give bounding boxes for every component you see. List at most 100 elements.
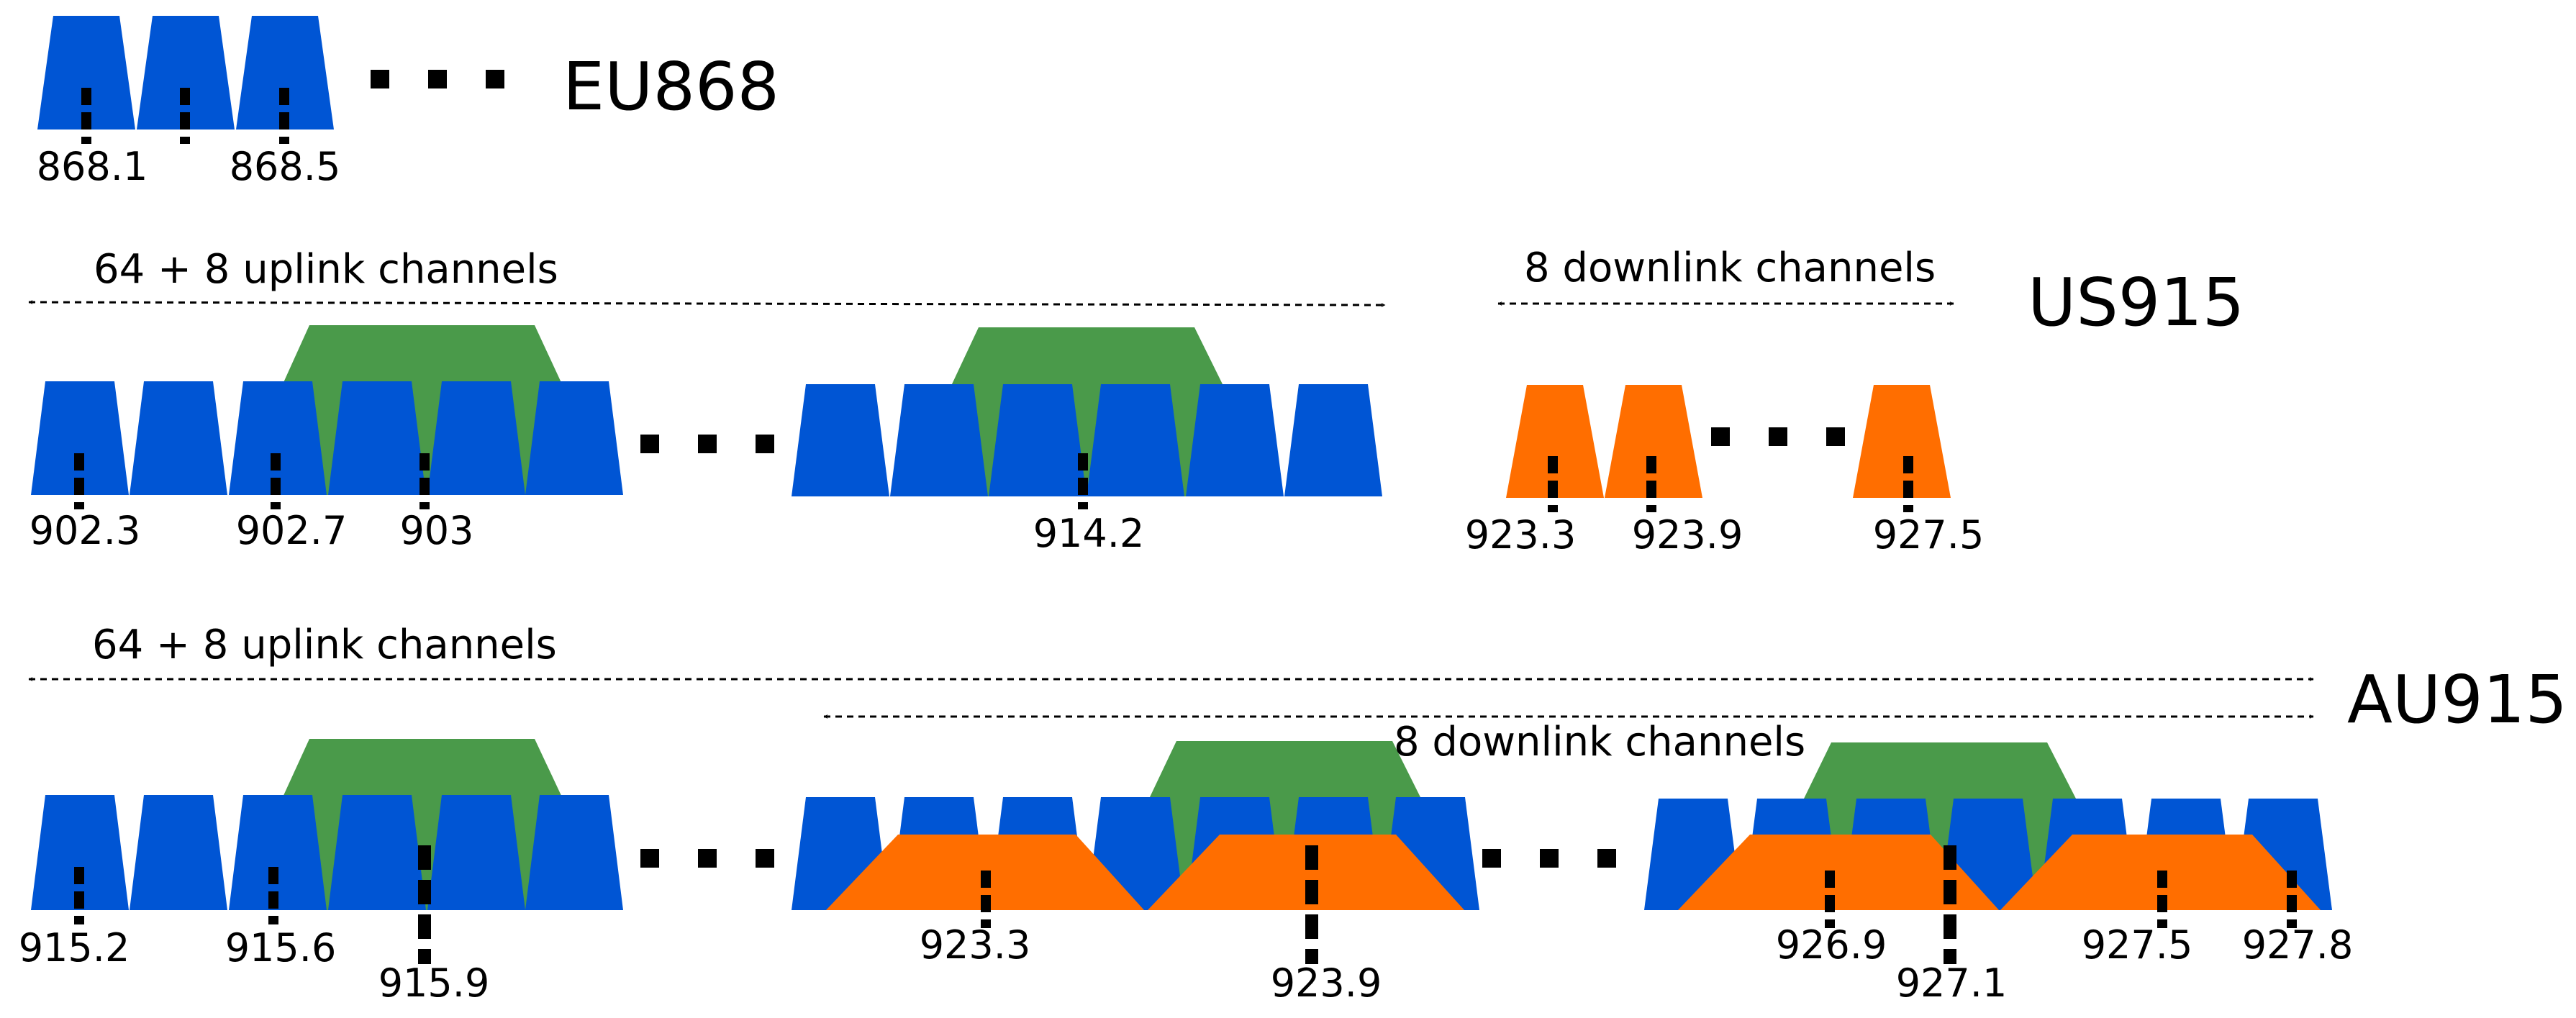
freq-label-923-9: 923.9 <box>1632 512 1743 558</box>
uplink-channel-125khz <box>130 795 227 910</box>
channel-center-marker <box>981 871 991 888</box>
channel-center-marker <box>1903 456 1913 473</box>
channel-center-marker <box>1825 895 1835 912</box>
freq-label-923-3: 923.3 <box>1465 512 1577 558</box>
channel-center-marker <box>1646 456 1656 473</box>
channel-center-marker <box>1078 453 1088 471</box>
channel-center-marker <box>81 112 91 129</box>
channel-center-marker <box>279 88 289 105</box>
uplink-channel-125khz <box>1087 384 1184 496</box>
freq-label-927-8: 927.8 <box>2242 922 2354 968</box>
ellipsis-dot <box>1826 427 1845 446</box>
ellipsis-dot <box>1540 849 1559 868</box>
channel-center-marker <box>279 137 289 144</box>
ellipsis-dot <box>698 849 717 868</box>
us915-downlink-channels <box>1506 385 1951 498</box>
us915-uplink-text: 64 + 8 uplink channels <box>94 246 558 293</box>
us915-downlink-text: 8 downlink channels <box>1524 245 1936 291</box>
channel-center-marker <box>1548 456 1558 473</box>
channel-center-marker <box>268 891 278 909</box>
uplink-channel-125khz <box>236 16 334 129</box>
eu868-channels <box>37 16 334 129</box>
uplink-channel-125khz <box>427 795 525 910</box>
freq-label-868-1: 868.1 <box>37 144 148 189</box>
uplink-channel-125khz <box>31 795 129 910</box>
channel-center-marker <box>1903 481 1913 498</box>
ellipsis-dot <box>640 849 659 868</box>
channel-center-marker <box>1548 505 1558 512</box>
channel-center-marker <box>74 867 84 884</box>
channel-center-marker <box>418 949 431 964</box>
ellipsis-dot <box>428 70 447 88</box>
freq-label-915-2: 915.2 <box>19 925 130 971</box>
ellipsis-dot <box>486 70 504 88</box>
channel-center-marker <box>74 478 84 495</box>
channel-center-marker <box>279 112 289 129</box>
downlink-channel <box>1148 835 1464 910</box>
channel-center-marker <box>180 137 190 144</box>
freq-label-915-9: 915.9 <box>378 960 490 1006</box>
uplink-channel-125khz <box>427 381 525 495</box>
uplink-channel-125khz <box>525 381 623 495</box>
uplink-channel-125khz <box>328 795 426 910</box>
channel-center-marker <box>1944 949 1956 964</box>
uplink-channel-500khz <box>950 327 1223 496</box>
uplink-channel-125khz <box>37 16 135 129</box>
freq-label-902-7: 902.7 <box>236 508 348 553</box>
freq-label-927-5: 927.5 <box>2082 922 2193 968</box>
us915-section: 64 + 8 uplink channels 8 downlink channe… <box>28 245 2244 558</box>
channel-center-marker <box>418 914 431 939</box>
freq-label-868-5: 868.5 <box>230 144 341 189</box>
au915-section: 64 + 8 uplink channels AU915 8 downlink … <box>19 622 2567 1006</box>
channel-center-marker <box>2287 895 2297 912</box>
ellipsis-dot <box>756 435 774 453</box>
downlink-channel <box>1678 835 1999 910</box>
freq-label-926-9: 926.9 <box>1776 922 1887 968</box>
channel-center-marker <box>981 895 991 912</box>
eu868-ellipsis <box>371 70 504 88</box>
ellipsis-dot <box>756 849 774 868</box>
ellipsis-dot <box>640 435 659 453</box>
channel-center-marker <box>1078 478 1088 495</box>
uplink-channel-125khz <box>328 381 426 495</box>
uplink-channel-125khz <box>890 384 988 496</box>
channel-center-marker <box>2287 871 2297 888</box>
channel-center-marker <box>81 88 91 105</box>
channel-center-marker <box>2157 895 2167 912</box>
channel-center-marker <box>1944 914 1956 939</box>
eu868-band-label: EU868 <box>563 48 779 125</box>
uplink-channel-125khz <box>989 384 1087 496</box>
channel-center-marker <box>180 112 190 129</box>
ellipsis-dot <box>1597 849 1616 868</box>
channel-center-marker <box>1646 505 1656 512</box>
channel-center-marker <box>981 919 991 928</box>
ellipsis-dot <box>698 435 717 453</box>
eu868-markers <box>81 88 289 144</box>
us915-markers <box>74 453 1913 512</box>
au915-ellipsis-2 <box>1482 849 1616 868</box>
freq-label-927-5: 927.5 <box>1873 512 1985 558</box>
freq-label-923-3: 923.3 <box>920 922 1031 968</box>
us915-uplink-range-arrow <box>28 300 1386 307</box>
channel-center-marker <box>1944 880 1956 904</box>
channel-center-marker <box>268 916 278 924</box>
channel-center-marker <box>74 453 84 471</box>
channel-center-marker <box>1305 949 1318 964</box>
au915-markers <box>74 845 2297 964</box>
freq-label-902-3: 902.3 <box>30 508 141 553</box>
channel-center-marker <box>74 502 84 509</box>
channel-center-marker <box>1825 871 1835 888</box>
channel-center-marker <box>2157 871 2167 888</box>
channel-center-marker <box>1305 845 1318 870</box>
us915-125khz-channels <box>31 381 1382 496</box>
uplink-channel-125khz <box>1186 384 1284 496</box>
uplink-channel-125khz <box>229 795 327 910</box>
au915-band-label: AU915 <box>2347 661 2567 738</box>
uplink-channel-125khz <box>525 795 623 910</box>
channel-center-marker <box>74 916 84 924</box>
channel-center-marker <box>1078 502 1088 509</box>
freq-label-914-2: 914.2 <box>1033 511 1145 556</box>
channel-center-marker <box>271 453 281 471</box>
channel-center-marker <box>418 845 431 870</box>
